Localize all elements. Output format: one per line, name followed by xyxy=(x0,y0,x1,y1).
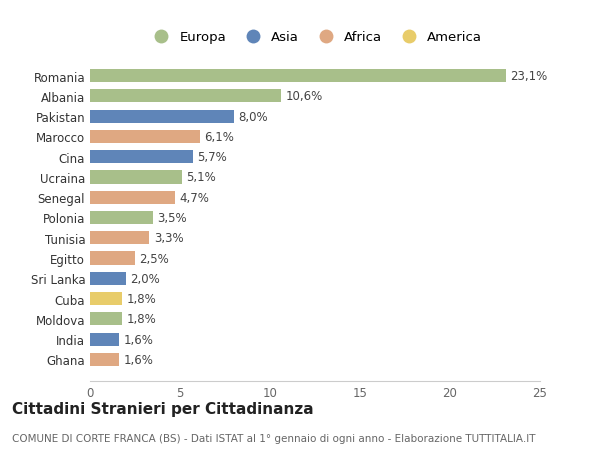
Text: 4,7%: 4,7% xyxy=(179,191,209,204)
Text: 2,5%: 2,5% xyxy=(139,252,169,265)
Bar xyxy=(90,333,119,346)
Bar xyxy=(90,130,200,144)
Text: 6,1%: 6,1% xyxy=(204,131,234,144)
Bar xyxy=(90,313,122,326)
Text: 1,8%: 1,8% xyxy=(127,292,157,305)
Bar xyxy=(90,272,126,285)
Bar xyxy=(90,90,281,103)
Text: 1,8%: 1,8% xyxy=(127,313,157,325)
Text: 1,6%: 1,6% xyxy=(124,333,153,346)
Text: 2,0%: 2,0% xyxy=(131,272,160,285)
Bar xyxy=(90,353,119,366)
Bar xyxy=(90,232,149,245)
Bar xyxy=(90,212,153,224)
Bar xyxy=(90,110,234,123)
Text: 10,6%: 10,6% xyxy=(286,90,323,103)
Legend: Europa, Asia, Africa, America: Europa, Asia, Africa, America xyxy=(143,26,487,49)
Text: 3,5%: 3,5% xyxy=(157,212,187,224)
Text: 23,1%: 23,1% xyxy=(510,70,548,83)
Bar xyxy=(90,191,175,204)
Text: COMUNE DI CORTE FRANCA (BS) - Dati ISTAT al 1° gennaio di ogni anno - Elaborazio: COMUNE DI CORTE FRANCA (BS) - Dati ISTAT… xyxy=(12,433,536,442)
Text: Cittadini Stranieri per Cittadinanza: Cittadini Stranieri per Cittadinanza xyxy=(12,401,314,416)
Bar xyxy=(90,171,182,184)
Bar xyxy=(90,70,506,83)
Text: 8,0%: 8,0% xyxy=(239,111,268,123)
Text: 5,1%: 5,1% xyxy=(187,171,216,184)
Text: 1,6%: 1,6% xyxy=(124,353,153,366)
Bar xyxy=(90,252,135,265)
Bar xyxy=(90,151,193,164)
Bar xyxy=(90,292,122,306)
Text: 3,3%: 3,3% xyxy=(154,232,184,245)
Text: 5,7%: 5,7% xyxy=(197,151,227,164)
